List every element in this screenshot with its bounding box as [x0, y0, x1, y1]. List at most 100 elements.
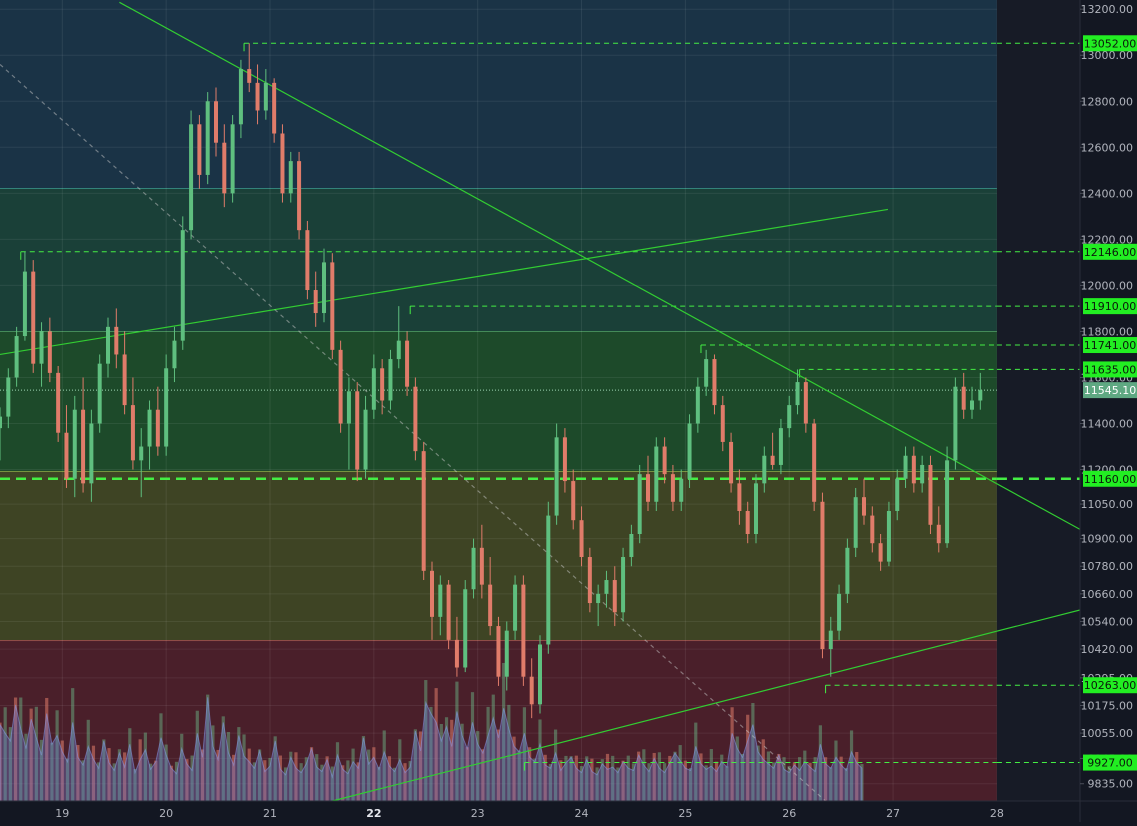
- volume-bar: [174, 761, 179, 801]
- volume-area: [0, 697, 863, 802]
- candle-body: [737, 483, 742, 511]
- x-tick-label: 24: [575, 807, 589, 820]
- volume-bar: [548, 764, 552, 801]
- volume-bar: [818, 725, 822, 801]
- candle-body: [205, 101, 210, 175]
- volume-bar: [398, 739, 402, 801]
- volume-bar: [590, 758, 594, 801]
- y-tick-label: 11400.00: [1081, 418, 1134, 431]
- volume-bar: [709, 749, 713, 801]
- candle-body: [39, 331, 44, 364]
- candle-body: [978, 390, 983, 401]
- trendline-2[interactable]: [332, 609, 1081, 802]
- trendline-layer[interactable]: [0, 1, 1081, 802]
- volume-layer: [0, 662, 864, 802]
- level-label-box: [1083, 243, 1137, 260]
- x-tick-label: 28: [990, 807, 1004, 820]
- x-tick-label: 27: [886, 807, 900, 820]
- candle-body: [646, 474, 650, 502]
- candle-body: [961, 386, 966, 410]
- volume-bar: [367, 749, 371, 801]
- volume-bar: [330, 766, 334, 801]
- volume-bar: [595, 767, 599, 801]
- candle-body: [388, 359, 393, 401]
- candle-body: [355, 391, 360, 470]
- volume-bar: [533, 758, 537, 801]
- candle-body: [488, 584, 493, 627]
- candle-body: [405, 340, 410, 387]
- candle-body: [920, 464, 925, 484]
- candle-body: [346, 391, 351, 424]
- trendline-3[interactable]: [0, 64, 826, 802]
- candle-body: [222, 142, 227, 194]
- volume-bar: [34, 706, 38, 801]
- candle-body: [430, 570, 434, 617]
- volume-bar: [19, 697, 23, 801]
- candle-body: [230, 124, 235, 194]
- volume-bar: [133, 768, 137, 801]
- level-label-box: [1083, 470, 1137, 487]
- volume-bar: [185, 759, 189, 801]
- y-tick-label: 10540.00: [1081, 615, 1134, 628]
- candle-body: [313, 290, 318, 314]
- current-price-box: [1083, 382, 1137, 399]
- level-label-box: [1083, 754, 1137, 771]
- volume-bar: [55, 710, 59, 801]
- candle-body: [31, 271, 36, 364]
- volume-bar: [190, 755, 194, 801]
- volume-bar: [616, 767, 620, 801]
- level-label: 11635.00: [1084, 363, 1137, 376]
- candle-body: [621, 557, 626, 613]
- volume-bar: [24, 733, 28, 801]
- volume-bar: [216, 749, 220, 801]
- volume-bar: [263, 760, 267, 801]
- level-label: 11741.00: [1084, 339, 1137, 352]
- candle-body: [928, 464, 933, 525]
- current-price-label: 11545.10: [1084, 384, 1137, 397]
- volume-bar: [117, 749, 122, 801]
- volume-bar: [777, 753, 781, 801]
- volume-bar: [294, 752, 298, 801]
- volume-bar: [751, 703, 755, 801]
- zone-band-3: [0, 471, 997, 642]
- volume-bar: [637, 751, 641, 801]
- trendline-0[interactable]: [119, 1, 1081, 530]
- volume-bar: [13, 697, 18, 801]
- volume-bar: [60, 740, 64, 801]
- candle-body: [22, 271, 27, 337]
- volume-bar: [65, 758, 70, 801]
- trendline-1[interactable]: [0, 208, 888, 356]
- volume-bar: [351, 748, 355, 801]
- volume-bar: [107, 748, 111, 801]
- volume-bar: [97, 762, 101, 801]
- volume-bar: [418, 731, 423, 801]
- level-label-box: [1083, 677, 1137, 694]
- candle-body: [338, 349, 343, 424]
- candle-body: [72, 409, 77, 479]
- volume-bar: [268, 757, 272, 801]
- volume-bar: [372, 747, 376, 801]
- candle-body: [438, 584, 443, 617]
- volume-bar: [439, 724, 443, 801]
- level-label-box: [1083, 337, 1137, 354]
- volume-bar: [735, 736, 739, 801]
- candle-body: [853, 497, 858, 548]
- volume-bar: [714, 761, 719, 801]
- volume-bar: [543, 754, 547, 801]
- volume-bar: [148, 763, 153, 801]
- volume-bar: [476, 731, 480, 801]
- candle-body: [521, 584, 526, 677]
- volume-bar: [320, 764, 324, 801]
- volume-bar: [258, 749, 262, 801]
- volume-bar: [299, 763, 303, 801]
- future-pane-layer: [996, 0, 1081, 801]
- volume-bar: [429, 706, 433, 801]
- volume-bar: [164, 744, 168, 801]
- candle-body: [970, 400, 974, 410]
- volume-bar: [128, 728, 132, 801]
- candle-body: [164, 368, 169, 447]
- candle-body: [214, 101, 218, 143]
- volume-bar: [569, 756, 573, 801]
